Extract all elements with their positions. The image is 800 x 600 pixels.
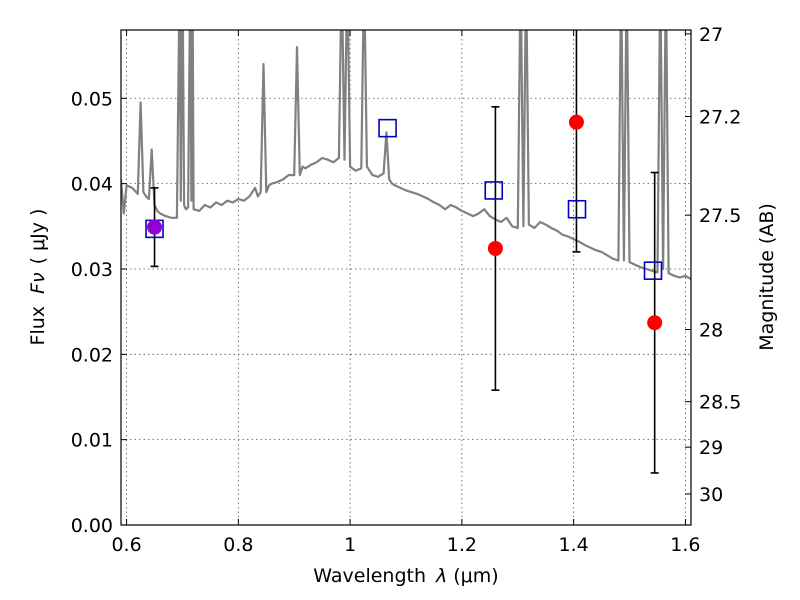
sed-spectrum-line bbox=[121, 30, 691, 281]
plot-frame bbox=[120, 29, 692, 526]
y-tick-label: 0.00 bbox=[71, 515, 113, 537]
x-tick-label: 1 bbox=[344, 534, 356, 556]
model-point bbox=[484, 181, 504, 200]
y-tick-label: 0.02 bbox=[71, 344, 113, 366]
y-tick-label: 0.01 bbox=[71, 430, 113, 452]
y2-tick-label: 27.5 bbox=[699, 205, 741, 227]
observed-point bbox=[487, 240, 503, 256]
model-point bbox=[643, 261, 663, 280]
y-tick-label: 0.04 bbox=[71, 174, 113, 196]
model-flux-points bbox=[145, 118, 663, 280]
y2-tick-label: 27.2 bbox=[699, 107, 741, 129]
axis-ticks bbox=[121, 30, 691, 526]
x-tick-labels: 0.6 0.8 1 1.2 1.4 1.6 bbox=[111, 534, 700, 556]
model-point bbox=[567, 199, 587, 219]
x-tick-label: 0.8 bbox=[223, 534, 253, 556]
x-axis-label: Wavelength λ (μm) bbox=[313, 565, 498, 587]
y2-tick-labels: 27 27.2 27.5 28 28.5 29 30 bbox=[699, 24, 741, 506]
x-tick-label: 1.6 bbox=[670, 534, 700, 556]
y-tick-labels: 0.00 0.01 0.02 0.03 0.04 0.05 bbox=[71, 88, 113, 537]
observed-point bbox=[568, 114, 584, 130]
grid-lines bbox=[121, 30, 691, 526]
y2-tick-label: 28.5 bbox=[699, 392, 741, 414]
observed-flux-points bbox=[147, 114, 663, 331]
x-tick-label: 1.4 bbox=[559, 534, 589, 556]
y-axis-label: FluxFν( μJy ) bbox=[27, 209, 49, 346]
x-tick-label: 0.6 bbox=[111, 534, 141, 556]
x-tick-label: 1.2 bbox=[447, 534, 477, 556]
y2-tick-label: 30 bbox=[699, 484, 723, 506]
model-point bbox=[378, 118, 397, 138]
error-bars bbox=[150, 30, 659, 474]
y2-tick-label: 29 bbox=[699, 437, 723, 459]
observed-point bbox=[147, 219, 163, 235]
observed-point bbox=[647, 315, 663, 331]
y2-axis-label: Magnitude (AB) bbox=[756, 203, 778, 351]
y2-tick-label: 28 bbox=[699, 319, 723, 341]
y-tick-label: 0.05 bbox=[71, 88, 113, 110]
y2-tick-label: 27 bbox=[699, 24, 723, 46]
y-tick-label: 0.03 bbox=[71, 259, 113, 281]
